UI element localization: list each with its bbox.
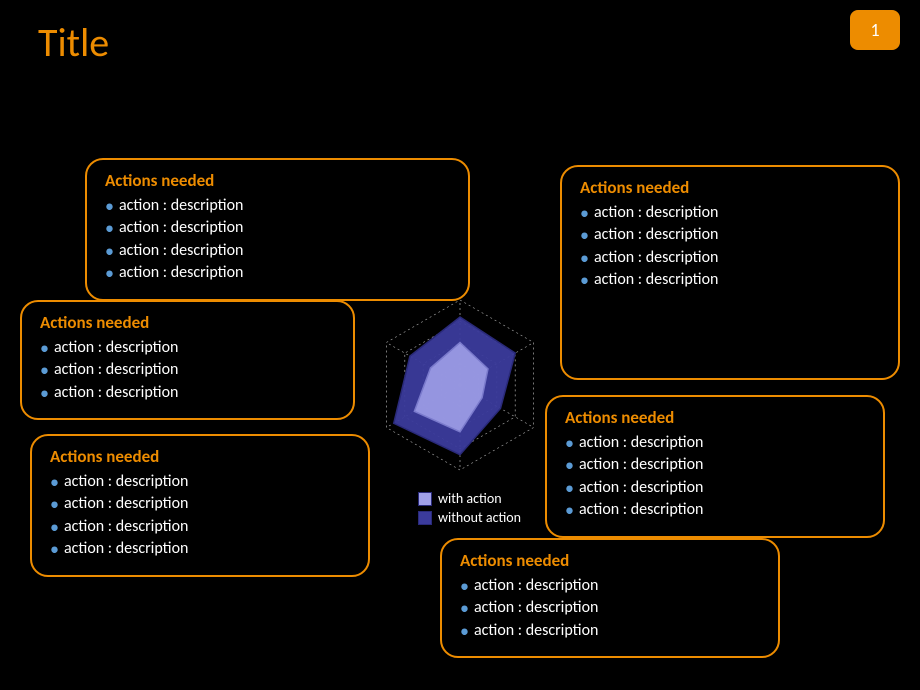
box-item: action : description [460,620,760,642]
actions-box: Actions neededaction : descriptionaction… [545,395,885,538]
box-item: action : description [565,432,865,454]
box-title: Actions needed [460,550,760,571]
actions-box: Actions neededaction : descriptionaction… [20,300,355,420]
box-item: action : description [50,516,350,538]
actions-box: Actions neededaction : descriptionaction… [85,158,470,301]
box-items: action : descriptionaction : description… [565,432,865,522]
box-title: Actions needed [565,407,865,428]
box-title: Actions needed [40,312,335,333]
box-items: action : descriptionaction : description… [40,337,335,404]
box-title: Actions needed [50,446,350,467]
box-item: action : description [580,224,880,246]
page-title: Title [38,18,109,67]
radar-chart [370,290,550,520]
box-item: action : description [565,477,865,499]
page-number-badge: 1 [850,10,900,50]
box-item: action : description [40,359,335,381]
box-item: action : description [40,382,335,404]
box-item: action : description [40,337,335,359]
actions-box: Actions neededaction : descriptionaction… [560,165,900,380]
legend-row: with action [418,490,521,507]
radar-legend: with action without action [418,490,521,528]
box-items: action : descriptionaction : description… [105,195,450,285]
box-item: action : description [580,247,880,269]
box-item: action : description [50,538,350,560]
box-item: action : description [565,499,865,521]
actions-box: Actions neededaction : descriptionaction… [30,434,370,577]
box-items: action : descriptionaction : description… [580,202,880,292]
legend-label: without action [438,509,521,526]
box-item: action : description [460,575,760,597]
box-item: action : description [50,471,350,493]
box-item: action : description [460,597,760,619]
box-item: action : description [105,240,450,262]
actions-box: Actions neededaction : descriptionaction… [440,538,780,658]
legend-swatch [418,492,432,506]
box-title: Actions needed [580,177,880,198]
box-item: action : description [105,195,450,217]
legend-label: with action [438,490,502,507]
box-items: action : descriptionaction : description… [50,471,350,561]
box-title: Actions needed [105,170,450,191]
box-items: action : descriptionaction : description… [460,575,760,642]
box-item: action : description [565,454,865,476]
box-item: action : description [580,202,880,224]
legend-row: without action [418,509,521,526]
box-item: action : description [105,262,450,284]
box-item: action : description [50,493,350,515]
legend-swatch [418,511,432,525]
box-item: action : description [105,217,450,239]
box-item: action : description [580,269,880,291]
